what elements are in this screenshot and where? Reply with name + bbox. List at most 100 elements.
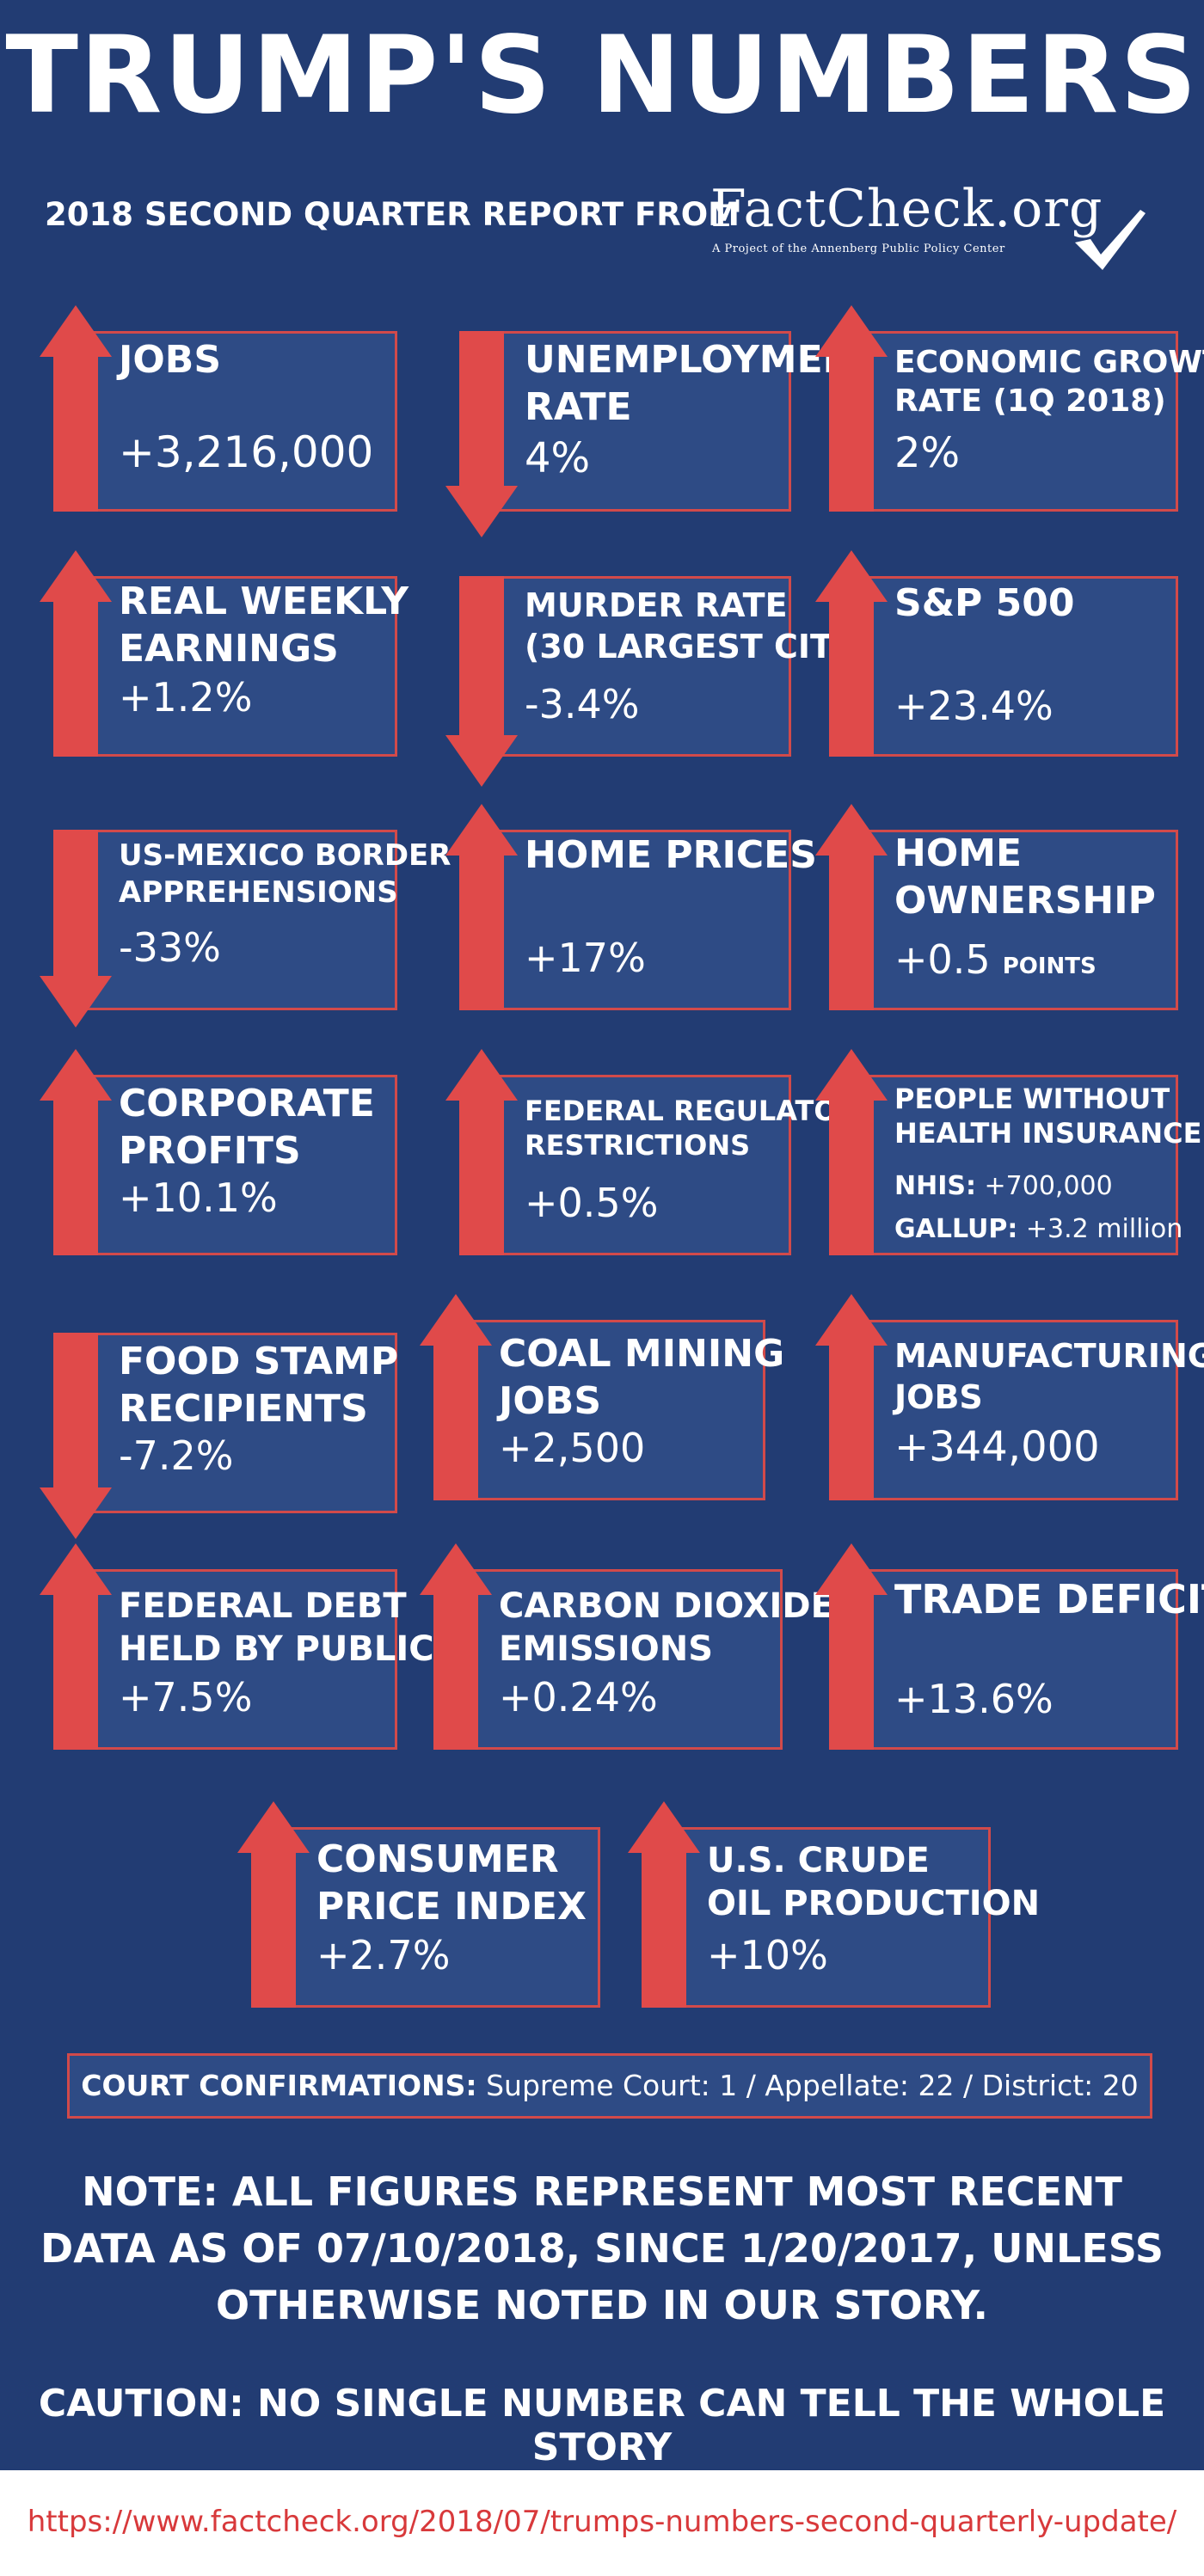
note-text: NOTE: ALL FIGURES REPRESENT MOST RECENT … xyxy=(40,2168,1164,2328)
court-label: COURT CONFIRMATIONS: xyxy=(81,2069,477,2102)
up-arrow-icon xyxy=(40,305,112,512)
metric-value: -33% xyxy=(119,924,221,971)
metric-value-text: +2.7% xyxy=(316,1932,451,1978)
up-arrow-icon xyxy=(445,804,518,1010)
metric-value-text: -7.2% xyxy=(119,1432,234,1479)
arrow-shape xyxy=(815,1294,888,1500)
metric-value: +7.5% xyxy=(119,1674,252,1720)
metric-label: JOBS xyxy=(894,1378,983,1416)
metric-card-panel xyxy=(846,1569,1178,1750)
metric-value-text: +23.4% xyxy=(894,683,1054,729)
metric-label: EARNINGS xyxy=(119,627,339,671)
metric-label: PRICE INDEX xyxy=(316,1885,587,1929)
up-arrow-icon xyxy=(40,550,112,757)
metric-card-panel xyxy=(71,1569,397,1750)
metric-card: UNEMPLOYMENT RATE 4% xyxy=(430,305,881,537)
metric-label: RATE (1Q 2018) xyxy=(894,383,1166,419)
court-confirmations: COURT CONFIRMATIONS: Supreme Court: 1 / … xyxy=(67,2053,1152,2119)
up-arrow-icon xyxy=(420,1294,492,1500)
arrow-shape xyxy=(445,1049,518,1255)
metric-label: HELD BY PUBLIC xyxy=(119,1629,434,1669)
metric-value-text: +7.5% xyxy=(119,1674,253,1720)
metric-value-text: +0.5% xyxy=(525,1180,659,1226)
metric-card: FEDERAL REGULATORY RESTRICTIONS +0.5% xyxy=(430,1049,877,1255)
arrow-shape xyxy=(445,331,518,537)
up-arrow-icon xyxy=(628,1801,700,2008)
metric-label: RATE xyxy=(525,385,632,429)
up-arrow-icon xyxy=(420,1543,492,1750)
metric-value-text: +1.2% xyxy=(119,674,253,721)
metric-value-text: +13.6% xyxy=(894,1676,1054,1722)
arrow-shape xyxy=(40,550,112,757)
metric-label: CONSUMER xyxy=(316,1837,559,1881)
metric-card-panel xyxy=(451,1569,783,1750)
arrow-shape xyxy=(628,1801,700,2008)
metric-card-panel xyxy=(451,1320,765,1500)
metric-label: PROFITS xyxy=(119,1129,301,1173)
insurance-row: GALLUP: +3.2 million xyxy=(894,1214,1182,1244)
arrow-shape xyxy=(420,1294,492,1500)
up-arrow-icon xyxy=(815,1049,888,1255)
metric-card: FOOD STAMP RECIPIENTS -7.2% xyxy=(24,1307,398,1539)
metric-label: S&P 500 xyxy=(894,581,1075,625)
metric-label: US-MEXICO BORDER xyxy=(119,838,452,873)
metric-label: HOME PRICES xyxy=(525,833,817,877)
metric-label: TRADE DEFICIT xyxy=(894,1576,1204,1622)
metric-card: MANUFACTURING JOBS +344,000 xyxy=(800,1294,1204,1505)
metric-label: JOBS xyxy=(499,1379,602,1423)
arrow-shape xyxy=(815,550,888,757)
checkmark-icon xyxy=(1075,210,1146,270)
metric-label: MANUFACTURING xyxy=(894,1337,1204,1375)
metric-card-panel xyxy=(846,331,1178,512)
page-title: TRUMP'S NUMBERS xyxy=(5,14,1199,138)
footer-bar: https://www.factcheck.org/2018/07/trumps… xyxy=(0,2470,1204,2576)
metric-card-panel xyxy=(476,1075,791,1255)
up-arrow-icon xyxy=(40,1543,112,1750)
metric-card-panel xyxy=(846,1320,1178,1500)
metric-label: RESTRICTIONS xyxy=(525,1129,751,1162)
metric-value-text: +2,500 xyxy=(499,1425,646,1471)
up-arrow-icon xyxy=(815,550,888,757)
arrow-shape xyxy=(445,804,518,1010)
metric-label: APPREHENSIONS xyxy=(119,875,398,910)
arrow-shape xyxy=(815,804,888,1010)
metric-value-text: +0.5 xyxy=(894,936,991,983)
metric-card: US-MEXICO BORDER APPREHENSIONS -33% xyxy=(24,804,451,1027)
metric-card-panel xyxy=(71,1075,397,1255)
metric-card: S&P 500 +23.4% xyxy=(800,550,1178,757)
metric-card: CONSUMER PRICE INDEX +2.7% xyxy=(222,1801,600,2012)
metric-label: MURDER RATE xyxy=(525,586,788,624)
metric-value-text: +10% xyxy=(707,1932,828,1978)
metric-card: JOBS +3,216,000 xyxy=(24,305,397,512)
insurance-source-label: NHIS: xyxy=(894,1171,976,1201)
metric-card-panel xyxy=(659,1827,991,2008)
metric-label: REAL WEEKLY xyxy=(119,580,409,623)
arrow-shape xyxy=(40,305,112,512)
factcheck-logo[interactable]: FactCheck.org A Project of the Annenberg… xyxy=(710,179,1158,273)
metric-value: +23.4% xyxy=(894,683,1054,729)
metric-card-panel xyxy=(476,331,791,512)
up-arrow-icon xyxy=(815,1543,888,1750)
metric-card-panel xyxy=(71,576,397,757)
arrow-shape xyxy=(815,1049,888,1255)
arrow-shape xyxy=(40,830,112,1027)
metric-value: +0.24% xyxy=(499,1674,658,1720)
metric-label: U.S. CRUDE xyxy=(707,1841,930,1880)
metric-card: REAL WEEKLY EARNINGS +1.2% xyxy=(24,550,408,757)
insurance-row: NHIS: +700,000 xyxy=(894,1171,1113,1201)
metric-card: CARBON DIOXIDE EMISSIONS +0.24% xyxy=(404,1543,834,1750)
metric-label: HEALTH INSURANCE xyxy=(894,1117,1202,1150)
up-arrow-icon xyxy=(237,1801,310,2008)
down-arrow-icon xyxy=(445,331,518,537)
arrow-shape xyxy=(815,1543,888,1750)
insurance-source-value: +3.2 million xyxy=(1025,1214,1183,1244)
metric-card: PEOPLE WITHOUT HEALTH INSURANCE NHIS: +700… xyxy=(800,1049,1202,1255)
metric-value-text: +3,216,000 xyxy=(119,427,374,477)
source-url-link[interactable]: https://www.factcheck.org/2018/07/trumps… xyxy=(27,2505,1177,2539)
metric-card: HOME PRICES +17% xyxy=(430,804,817,1010)
metric-value: +17% xyxy=(525,935,646,981)
metric-label: CARBON DIOXIDE xyxy=(499,1586,834,1626)
metric-label: FEDERAL DEBT xyxy=(119,1586,407,1626)
metric-card: CORPORATE PROFITS +10.1% xyxy=(24,1049,397,1255)
metric-card: MURDER RATE (30 LARGEST CITIES) -3.4% xyxy=(430,550,906,787)
